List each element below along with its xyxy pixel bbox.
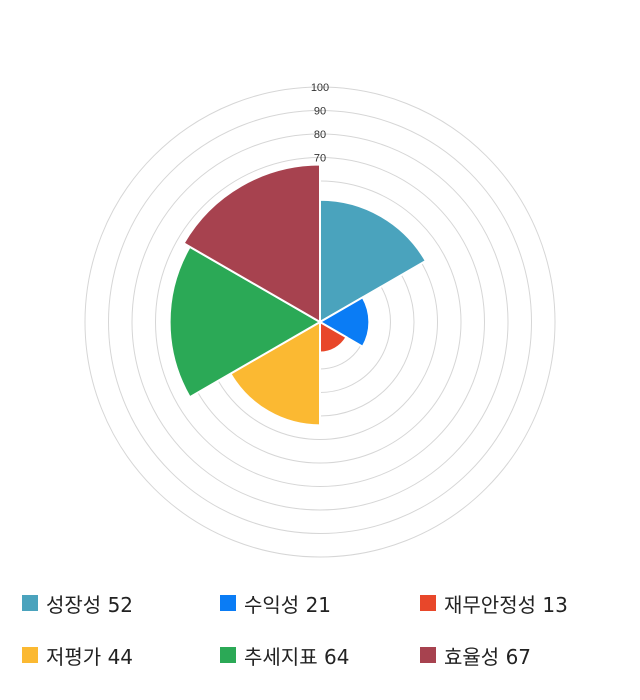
legend-swatch-efficiency — [420, 647, 436, 663]
legend-swatch-profitability — [220, 595, 236, 611]
legend-item-trend-indicator[interactable]: 추세지표 64 — [220, 640, 349, 670]
tick-label-70: 70 — [314, 153, 326, 165]
legend-item-efficiency[interactable]: 효율성 67 — [420, 640, 531, 670]
legend-swatch-financial-stability — [420, 595, 436, 611]
grid-ring — [108, 110, 532, 534]
polar-area-chart: 70 80 90 100 — [84, 82, 556, 558]
chart-slices — [168, 163, 428, 427]
legend-label-financial-stability: 재무안정성 13 — [444, 592, 568, 617]
slice-1[interactable] — [319, 198, 428, 324]
grid-ring — [131, 133, 509, 511]
legend-swatch-growth — [22, 595, 38, 611]
legend-label-undervaluation: 저평가 44 — [46, 644, 134, 669]
slice-4[interactable] — [229, 320, 321, 427]
slice-2[interactable] — [318, 295, 371, 349]
grid-ring — [155, 157, 485, 487]
legend-label-growth: 성장성 52 — [46, 592, 134, 617]
slice-6[interactable] — [182, 163, 321, 324]
legend-item-undervaluation[interactable]: 저평가 44 — [22, 640, 133, 670]
grid-ring — [84, 86, 556, 558]
radial-tick-labels: 70 80 90 100 — [311, 82, 329, 165]
legend-label-trend-indicator: 추세지표 64 — [244, 644, 350, 669]
legend-label-efficiency: 효율성 67 — [444, 644, 532, 669]
legend-item-profitability[interactable]: 수익성 21 — [220, 588, 331, 618]
chart-legend: 성장성 52 수익성 21 재무안정성 13 저평가 44 추세지표 64 효율… — [0, 580, 640, 690]
slice-5[interactable] — [168, 245, 322, 399]
legend-item-growth[interactable]: 성장성 52 — [22, 588, 133, 618]
legend-item-financial-stability[interactable]: 재무안정성 13 — [420, 588, 568, 618]
tick-label-80: 80 — [314, 129, 326, 141]
legend-label-profitability: 수익성 21 — [244, 592, 332, 617]
tick-label-100: 100 — [311, 82, 329, 94]
legend-swatch-undervaluation — [22, 647, 38, 663]
legend-swatch-trend-indicator — [220, 647, 236, 663]
tick-label-90: 90 — [314, 106, 326, 118]
